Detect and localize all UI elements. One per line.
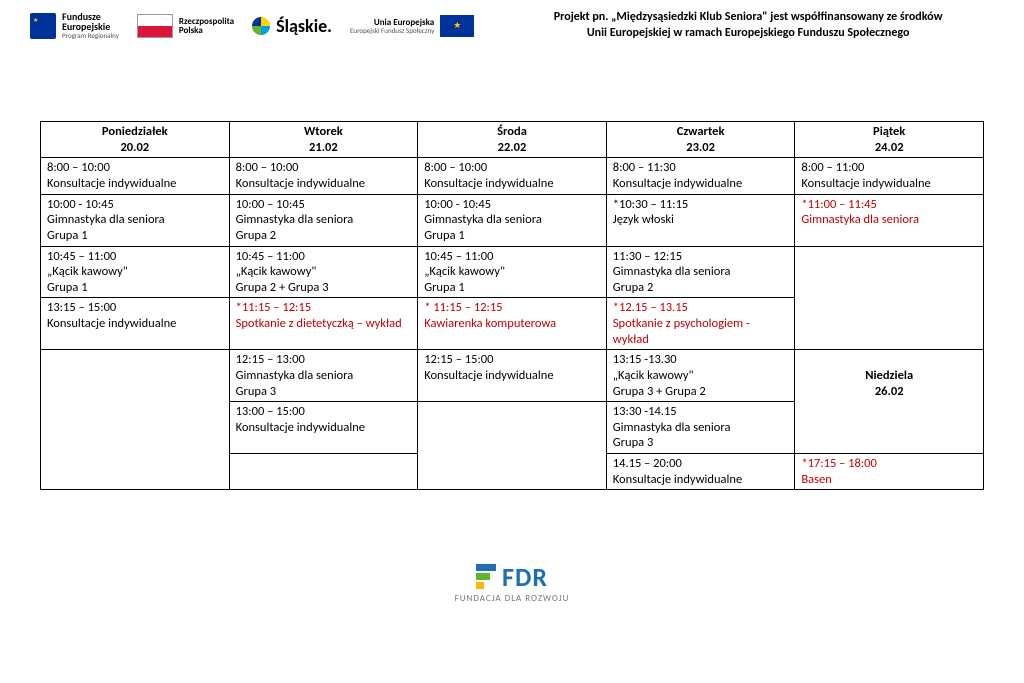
cell: 10:45 – 11:00„Kącik kawowy"Grupa 2 + Gru…: [229, 246, 418, 298]
cell: 10:00 – 10:45Gimnastyka dla senioraGrupa…: [229, 194, 418, 246]
cell: 10:00 - 10:45Gimnastyka dla senioraGrupa…: [418, 194, 607, 246]
cell: 10:00 - 10:45Gimnastyka dla senioraGrupa…: [41, 194, 230, 246]
cell: * 11:15 – 12:15Kawiarenka komputerowa: [418, 298, 607, 350]
ue-line2: Europejski Fundusz Społeczny: [350, 27, 434, 34]
fdr-subtitle: FUNDACJA DLA ROZWOJU: [0, 593, 1024, 604]
cell-sunday-header: Niedziela26.02: [795, 350, 984, 454]
cell: 12:15 – 15:00Konsultacje indywidualne: [418, 350, 607, 402]
cell-empty: [795, 246, 984, 350]
cell: 13:15 – 15:00Konsultacje indywidualne: [41, 298, 230, 350]
flag-eu-icon: ★: [440, 15, 474, 37]
cell: *11:15 – 12:15Spotkanie z dietetyczką – …: [229, 298, 418, 350]
cell: 10:45 – 11:00„Kącik kawowy"Grupa 1: [418, 246, 607, 298]
slaskie-swirl-icon: [252, 17, 270, 35]
logo-fe: Fundusze Europejskie Program Regionalny: [30, 12, 119, 39]
logo-slaskie: Śląskie.: [252, 15, 332, 37]
schedule-table: Poniedziałek20.02 Wtorek21.02 Środa22.02…: [40, 121, 984, 490]
cell-empty: [418, 402, 607, 490]
cell: *17:15 – 18:00 Basen: [795, 454, 984, 490]
cell: *11:00 – 11:45Gimnastyka dla seniora: [795, 194, 984, 246]
cell: 8:00 – 11:30Konsultacje indywidualne: [606, 158, 795, 194]
th-thu: Czwartek23.02: [606, 122, 795, 158]
cell: 8:00 – 10:00Konsultacje indywidualne: [41, 158, 230, 194]
table-row: 8:00 – 10:00Konsultacje indywidualne 8:0…: [41, 158, 984, 194]
flag-pl-icon: [137, 14, 173, 38]
fdr-logo: FDR: [476, 561, 548, 593]
th-wed: Środa22.02: [418, 122, 607, 158]
cell: 8:00 – 11:00Konsultacje indywidualne: [795, 158, 984, 194]
cell: *12.15 – 13.15Spotkanie z psychologiem -…: [606, 298, 795, 350]
cell: 13:15 -13.30„Kącik kawowy"Grupa 3 + Grup…: [606, 350, 795, 402]
cell: 13:00 – 15:00Konsultacje indywidualne: [229, 402, 418, 454]
footer: FDR FUNDACJA DLA ROZWOJU: [0, 560, 1024, 604]
cell: 8:00 – 10:00Konsultacje indywidualne: [418, 158, 607, 194]
cell: 14.15 – 20:00Konsultacje indywidualne: [606, 454, 795, 490]
table-row: 12:15 – 13:00Gimnastyka dla senioraGrupa…: [41, 350, 984, 402]
cell: 13:30 -14.15Gimnastyka dla senioraGrupa …: [606, 402, 795, 454]
cell: 11:30 – 12:15Gimnastyka dla senioraGrupa…: [606, 246, 795, 298]
cell: 12:15 – 13:00Gimnastyka dla senioraGrupa…: [229, 350, 418, 402]
logo-rp: Rzeczpospolita Polska: [137, 14, 234, 38]
fe-stars-icon: [30, 13, 56, 39]
project-line1: Projekt pn. „Międzysąsiedzki Klub Senior…: [554, 10, 943, 24]
project-line2: Unii Europejskiej w ramach Europejskiego…: [587, 26, 910, 40]
th-mon: Poniedziałek20.02: [41, 122, 230, 158]
slaskie-text: Śląskie.: [276, 15, 332, 37]
fe-line3: Program Regionalny: [62, 32, 119, 39]
fdr-bars-icon: [476, 564, 496, 589]
logo-ue: Unia Europejska Europejski Fundusz Społe…: [350, 15, 474, 37]
th-fri: Piątek24.02: [795, 122, 984, 158]
table-header-row: Poniedziałek20.02 Wtorek21.02 Środa22.02…: [41, 122, 984, 158]
table-row: 10:00 - 10:45Gimnastyka dla senioraGrupa…: [41, 194, 984, 246]
cell: *10:30 – 11:15Język włoski: [606, 194, 795, 246]
project-title: Projekt pn. „Międzysąsiedzki Klub Senior…: [492, 10, 994, 41]
cell-empty: [229, 454, 418, 490]
cell-empty: [41, 350, 230, 490]
cell: 8:00 – 10:00Konsultacje indywidualne: [229, 158, 418, 194]
fdr-text: FDR: [502, 561, 548, 593]
rp-line2: Polska: [179, 26, 234, 35]
table-row: 10:45 – 11:00„Kącik kawowy"Grupa 1 10:45…: [41, 246, 984, 298]
cell: 10:45 – 11:00„Kącik kawowy"Grupa 1: [41, 246, 230, 298]
funding-header: Fundusze Europejskie Program Regionalny …: [0, 0, 1024, 41]
th-tue: Wtorek21.02: [229, 122, 418, 158]
